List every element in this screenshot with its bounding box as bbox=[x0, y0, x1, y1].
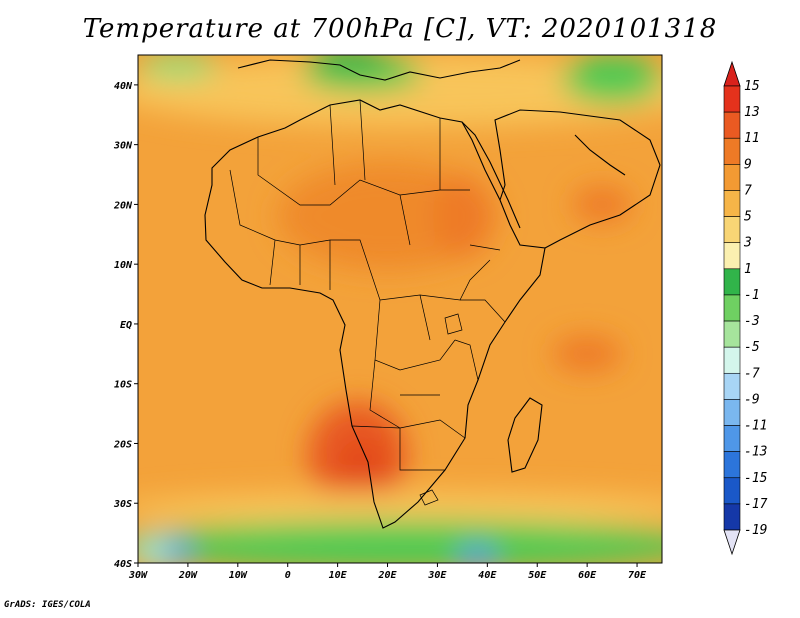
lon-tick-label: 70E bbox=[628, 570, 647, 581]
colorbar-label: 1 bbox=[744, 262, 752, 277]
colorbar-swatch bbox=[723, 346, 741, 374]
colorbar-legend: 15 13 11 9 7 5 3 1 -1 -3 -5 -7 -9 -11 -13 -15 -17 -19 bbox=[723, 60, 768, 556]
west-africa-borders bbox=[229, 169, 371, 290]
lesotho-border bbox=[419, 489, 439, 506]
colorbar-swatch bbox=[723, 399, 741, 426]
colorbar-swatch bbox=[723, 137, 741, 165]
colorbar-label: -19 bbox=[744, 523, 767, 538]
colorbar-swatch bbox=[723, 268, 741, 296]
lon-tick-label: 20E bbox=[377, 570, 397, 581]
north-africa-borders bbox=[257, 99, 470, 246]
colorbar-swatch bbox=[723, 320, 741, 348]
lat-tick-label: 20N bbox=[113, 200, 133, 211]
colorbar-swatch bbox=[723, 425, 741, 452]
country-borders bbox=[229, 99, 506, 506]
lon-tick-label: 10W bbox=[229, 570, 248, 581]
lon-tick-label: 20W bbox=[178, 570, 198, 581]
colorbar-top-arrow bbox=[723, 60, 741, 87]
lat-tick-label: 10N bbox=[114, 260, 133, 271]
colorbar-swatch bbox=[723, 111, 741, 139]
arabia-warm-zone bbox=[572, 186, 633, 223]
madagascar-coastline bbox=[507, 397, 543, 473]
colorbar-label: 9 bbox=[744, 157, 752, 172]
lat-tick-label: 10S bbox=[114, 380, 132, 391]
colorbar-label: 13 bbox=[744, 105, 760, 120]
coastlines bbox=[204, 59, 661, 529]
iberia-cold-zone bbox=[138, 55, 218, 79]
east-africa-warm-zone bbox=[432, 174, 493, 259]
colorbar-label: -3 bbox=[744, 314, 760, 329]
longitude-axis: 30W 20W 10W 0 10E 20E 30E 40E 50E 60E 70E bbox=[128, 563, 647, 581]
colorbar-label: -7 bbox=[744, 366, 760, 381]
east-africa-borders bbox=[454, 244, 506, 381]
colorbar-label: 5 bbox=[744, 210, 752, 225]
map-plot-area bbox=[137, 54, 663, 564]
colorbar-bottom-arrow bbox=[723, 529, 741, 556]
lon-tick-label: 60E bbox=[578, 570, 597, 581]
south-indian-cold-patch bbox=[457, 545, 498, 563]
colorbar-label: -1 bbox=[744, 288, 760, 303]
lon-tick-label: 30W bbox=[128, 570, 148, 581]
colorbar-swatch bbox=[723, 216, 741, 244]
indian-ocean-warm-patch bbox=[552, 335, 623, 372]
colorbar-label: 3 bbox=[743, 236, 752, 251]
colorbar-label: -11 bbox=[744, 419, 767, 434]
north-cool-band bbox=[138, 55, 662, 127]
lat-tick-label: 40N bbox=[114, 81, 133, 92]
lat-tick-label: EQ bbox=[120, 320, 132, 331]
lat-tick-label: 40S bbox=[114, 559, 132, 570]
colorbar-label: -13 bbox=[744, 445, 767, 460]
colorbar-swatch bbox=[723, 372, 741, 400]
lon-tick-label: 40E bbox=[478, 570, 497, 581]
southwest-africa-core bbox=[337, 437, 388, 498]
europe-cold-zone bbox=[307, 55, 388, 73]
temperature-field bbox=[138, 55, 662, 563]
central-africa-borders bbox=[369, 259, 491, 371]
colorbar-label: 15 bbox=[744, 79, 760, 94]
colorbar-label: -9 bbox=[744, 392, 760, 407]
colorbar-swatch bbox=[723, 503, 741, 531]
south-atlantic-cold-core bbox=[162, 539, 193, 563]
plot-frame bbox=[137, 54, 663, 564]
red-sea-coastline bbox=[461, 121, 521, 229]
colorbar-label: -15 bbox=[744, 471, 768, 486]
colorbar-swatch bbox=[723, 85, 741, 113]
latitude-axis: 40N 30N 20N 10N EQ 10S 20S 30S 40S bbox=[113, 81, 138, 570]
colorbar-swatch bbox=[723, 294, 741, 322]
colorbar-swatch bbox=[723, 164, 741, 191]
lat-tick-label: 20S bbox=[113, 439, 132, 450]
africa-coastline bbox=[204, 99, 546, 529]
colorbar-label: 7 bbox=[744, 183, 752, 198]
southern-ocean-cold-zone bbox=[138, 521, 662, 563]
persian-gulf-coastline bbox=[574, 134, 626, 176]
colorbar-label: 11 bbox=[744, 131, 760, 146]
colorbar-label: -17 bbox=[744, 497, 768, 512]
lat-tick-label: 30S bbox=[113, 499, 132, 510]
arabia-coastline bbox=[494, 109, 661, 249]
lon-tick-label: 10E bbox=[329, 570, 348, 581]
colorbar-label: -5 bbox=[744, 340, 760, 355]
map-title: Temperature at 700hPa [C], VT: 202010131… bbox=[82, 14, 718, 44]
middle-east-cold-zone bbox=[562, 55, 662, 103]
europe-coastline bbox=[237, 59, 521, 81]
colorbar-swatch bbox=[723, 242, 741, 270]
lon-tick-label: 50E bbox=[528, 570, 547, 581]
colorbar-swatch bbox=[723, 477, 741, 505]
lon-tick-label: 0 bbox=[285, 570, 291, 581]
southern-africa-borders bbox=[351, 359, 466, 471]
lat-tick-label: 30N bbox=[113, 141, 133, 152]
south-cool-band bbox=[138, 491, 662, 528]
grads-credit: GrADS: IGES/COLA bbox=[4, 600, 91, 610]
colorbar-swatch bbox=[723, 190, 741, 217]
lake-victoria bbox=[444, 313, 463, 335]
lon-tick-label: 30E bbox=[427, 570, 447, 581]
colorbar-swatch bbox=[723, 451, 741, 479]
temperature-field-background bbox=[138, 55, 662, 563]
